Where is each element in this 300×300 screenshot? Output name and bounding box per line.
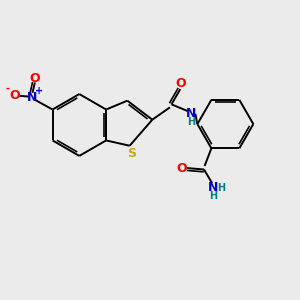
Text: O: O <box>175 77 186 90</box>
Text: H: H <box>209 191 217 201</box>
Text: -: - <box>6 84 10 94</box>
Text: +: + <box>35 86 44 96</box>
Text: O: O <box>30 72 40 86</box>
Text: H: H <box>218 183 226 193</box>
Text: O: O <box>9 89 20 102</box>
Text: N: N <box>208 181 219 194</box>
Text: H: H <box>187 117 195 127</box>
Text: N: N <box>27 91 38 103</box>
Text: S: S <box>127 147 136 160</box>
Text: O: O <box>176 161 187 175</box>
Text: N: N <box>186 107 197 120</box>
